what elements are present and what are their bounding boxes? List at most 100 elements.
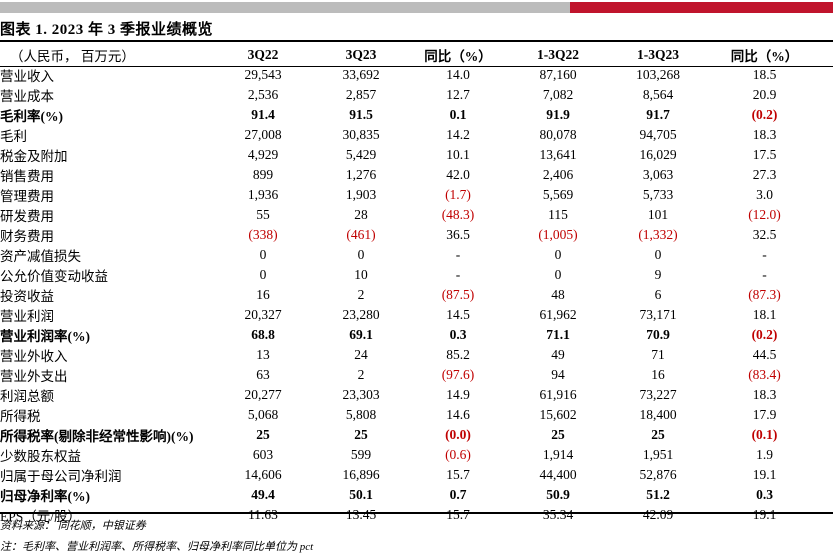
row-label: 资产减值损失 [0, 249, 81, 264]
table-top-rule [0, 40, 833, 42]
table-cell: 68.8 [251, 327, 275, 342]
table-cell: 18.3 [752, 127, 777, 142]
table-cell: 49 [551, 347, 565, 362]
table-row: 利润总额 20,277 23,303 14.9 61,916 73,227 18.3 [0, 385, 825, 405]
table-cell: 33,692 [342, 67, 380, 82]
row-label: 营业利润 [0, 309, 54, 324]
table-cell: 70.9 [646, 327, 670, 342]
table-cell: 1,951 [642, 447, 674, 462]
table-cell: 44.5 [752, 347, 777, 362]
table-row: 营业利润率(%) 68.8 69.1 0.3 71.1 70.9 (0.2) [0, 325, 825, 345]
table-cell: 1,276 [345, 167, 377, 182]
table-row: 销售费用 899 1,276 42.0 2,406 3,063 27.3 [0, 165, 825, 185]
table-cell: 20,327 [244, 307, 282, 322]
table-cell: 42.0 [446, 167, 470, 182]
table-cell: 69.1 [349, 327, 373, 342]
table-cell: 52,876 [639, 467, 677, 482]
row-label: 毛利 [0, 129, 27, 144]
table-cell: 91.7 [646, 107, 670, 122]
table-cell: 18.5 [752, 67, 777, 82]
table-cell: 8,564 [642, 87, 674, 102]
table-cell: 5,569 [542, 187, 574, 202]
table-cell: 14.9 [446, 387, 470, 402]
table-cell: 91.5 [349, 107, 373, 122]
table-row: 营业收入 29,543 33,692 14.0 87,160 103,268 18.5 [0, 65, 825, 85]
table-cell: 13,641 [539, 147, 577, 162]
col-header-yoy-ytd: 同比（%） [730, 49, 799, 64]
table-cell: 94 [551, 367, 565, 382]
table-cell: 25 [551, 427, 565, 442]
table-cell: 14.0 [446, 67, 470, 82]
table-cell: 71.1 [546, 327, 570, 342]
table-row: 营业成本 2,536 2,857 12.7 7,082 8,564 20.9 [0, 85, 825, 105]
row-label: 财务费用 [0, 229, 54, 244]
table-cell: 1.9 [756, 447, 773, 462]
row-label: 投资收益 [0, 289, 54, 304]
table-cell: 115 [548, 207, 568, 222]
table-cell: 2,406 [542, 167, 574, 182]
table-cell: 19.1 [752, 467, 777, 482]
table-cell: 14,606 [244, 467, 282, 482]
table-cell: 11.63 [248, 507, 278, 522]
table-row: 研发费用 55 28 (48.3) 115 101 (12.0) [0, 205, 825, 225]
row-label: 管理费用 [0, 189, 54, 204]
table-cell: 12.7 [446, 87, 470, 102]
row-label: 营业利润率(%) [0, 329, 90, 344]
col-header-1-3q22: 1-3Q22 [537, 47, 579, 62]
col-header-1-3q23: 1-3Q23 [637, 47, 679, 62]
table-cell: 25 [651, 427, 665, 442]
table-cell: 5,068 [247, 407, 279, 422]
table-row: 税金及附加 4,929 5,429 10.1 13,641 16,029 17.5 [0, 145, 825, 165]
table-cell: 16 [651, 367, 665, 382]
table-cell: 14.5 [446, 307, 470, 322]
table-cell: (83.4) [748, 367, 781, 382]
row-label: 销售费用 [0, 169, 54, 184]
table-header-row: （人民币， 百万元） 3Q22 3Q23 同比（%） 1-3Q22 1-3Q23… [0, 45, 825, 65]
row-label: 归母净利率(%) [0, 489, 90, 504]
table-row: 资产减值损失 0 0 - 0 0 - [0, 245, 825, 265]
row-label: 税金及附加 [0, 149, 68, 164]
table-cell: 71 [651, 347, 665, 362]
table-cell: 25 [354, 427, 368, 442]
table-cell: 42.09 [642, 507, 674, 522]
unit-note: 注：毛利率、营业利润率、所得税率、归母净利率同比单位为 pct [0, 541, 314, 553]
table-cell: 23,303 [342, 387, 380, 402]
table-cell: 19.1 [752, 507, 777, 522]
table-cell: 599 [350, 447, 372, 462]
table-cell: 73,171 [639, 307, 677, 322]
table-cell: 20.9 [752, 87, 777, 102]
col-header-3q22: 3Q22 [247, 47, 279, 62]
table-cell: (0.0) [445, 427, 471, 442]
table-cell: 87,160 [539, 67, 577, 82]
table-row: 营业外收入 13 24 85.2 49 71 44.5 [0, 345, 825, 365]
table-row: 归母净利率(%) 49.4 50.1 0.7 50.9 51.2 0.3 [0, 485, 825, 505]
table-cell: 17.9 [752, 407, 777, 422]
table-cell: 17.5 [752, 147, 777, 162]
table-cell: 49.4 [251, 487, 275, 502]
col-header-3q23: 3Q23 [345, 47, 377, 62]
table-cell: 16,029 [639, 147, 677, 162]
table-cell: 0.3 [756, 487, 773, 502]
table-cell: 20,277 [244, 387, 282, 402]
table-cell: 0.1 [449, 107, 467, 122]
table-cell: 30,835 [342, 127, 380, 142]
header-bar-red [570, 2, 833, 13]
row-label: 营业外支出 [0, 369, 68, 384]
figure-title: 图表 1. 2023 年 3 季报业绩概览 [0, 22, 214, 38]
table-cell: 27.3 [752, 167, 777, 182]
table-cell: 15.7 [446, 507, 470, 522]
table-row: 少数股东权益 603 599 (0.6) 1,914 1,951 1.9 [0, 445, 825, 465]
table-cell: 103,268 [636, 67, 680, 82]
table-cell: 1,903 [345, 187, 377, 202]
table-cell: (0.1) [751, 427, 778, 442]
table-cell: (0.2) [751, 107, 778, 122]
table-row: 毛利率(%) 91.4 91.5 0.1 91.9 91.7 (0.2) [0, 105, 825, 125]
table-cell: (0.6) [445, 447, 471, 462]
table-cell: (97.6) [441, 367, 475, 382]
table-cell: 4,929 [247, 147, 279, 162]
table-cell: 5,429 [345, 147, 377, 162]
table-cell: 32.5 [752, 227, 777, 242]
header-bar [0, 0, 833, 14]
table-cell: 50.9 [546, 487, 570, 502]
table-cell: 0 [259, 247, 267, 262]
